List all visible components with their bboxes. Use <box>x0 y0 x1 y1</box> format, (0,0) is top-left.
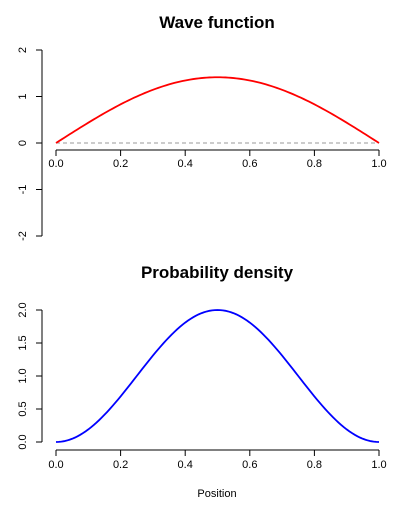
y-tick-label: 2 <box>17 47 29 53</box>
probability-density-panel: Probability density 0.0 0.2 0.4 0.6 0.8 1.0 0… <box>17 263 387 500</box>
x-axis: 0.0 0.2 0.4 0.6 0.8 1.0 <box>48 450 386 471</box>
y-tick-label: 0.0 <box>17 434 29 449</box>
y-tick-label: 1 <box>17 93 29 99</box>
plot-marks <box>56 77 379 143</box>
x-tick-label: 0.6 <box>242 158 257 170</box>
x-tick-label: 0.8 <box>307 158 322 170</box>
series-line <box>56 77 379 143</box>
x-tick-label: 0.0 <box>48 459 63 471</box>
chart-title: Wave function <box>159 13 275 32</box>
x-tick-label: 0.2 <box>113 158 128 170</box>
y-tick-label: 1.5 <box>17 335 29 350</box>
x-tick-label: 1.0 <box>371 158 386 170</box>
y-axis: -2 -1 0 1 2 <box>17 47 42 241</box>
y-tick-label: 0.5 <box>17 401 29 416</box>
y-axis: 0.0 0.5 1.0 1.5 2.0 <box>17 302 42 449</box>
series-line <box>56 310 379 442</box>
x-tick-label: 1.0 <box>371 459 386 471</box>
x-tick-label: 0.6 <box>242 459 257 471</box>
x-tick-label: 0.2 <box>113 459 128 471</box>
x-axis: 0.0 0.2 0.4 0.6 0.8 1.0 <box>48 150 386 170</box>
wave-function-panel: Wave function 0.0 0.2 0.4 0.6 0.8 1.0 -2 -1 0 1 2 <box>17 13 387 241</box>
y-tick-label: 0 <box>17 140 29 146</box>
x-tick-label: 0.4 <box>178 459 193 471</box>
y-tick-label: 2.0 <box>17 302 29 317</box>
chart-title: Probability density <box>141 263 294 282</box>
x-tick-label: 0.4 <box>178 158 193 170</box>
x-tick-label: 0.8 <box>307 459 322 471</box>
y-tick-label: -1 <box>17 185 29 195</box>
x-axis-label: Position <box>197 488 236 500</box>
y-tick-label: 1.0 <box>17 368 29 383</box>
x-tick-label: 0.0 <box>48 158 63 170</box>
y-tick-label: -2 <box>17 231 29 241</box>
plot-marks <box>56 310 379 442</box>
